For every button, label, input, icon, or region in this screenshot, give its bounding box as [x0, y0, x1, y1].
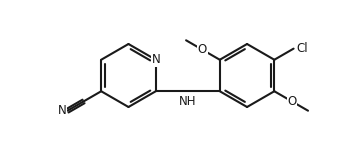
Text: N: N: [57, 104, 66, 117]
Text: Cl: Cl: [296, 42, 307, 55]
Text: NH: NH: [179, 95, 196, 108]
Text: O: O: [287, 95, 297, 108]
Text: N: N: [151, 53, 160, 66]
Text: O: O: [197, 43, 207, 56]
